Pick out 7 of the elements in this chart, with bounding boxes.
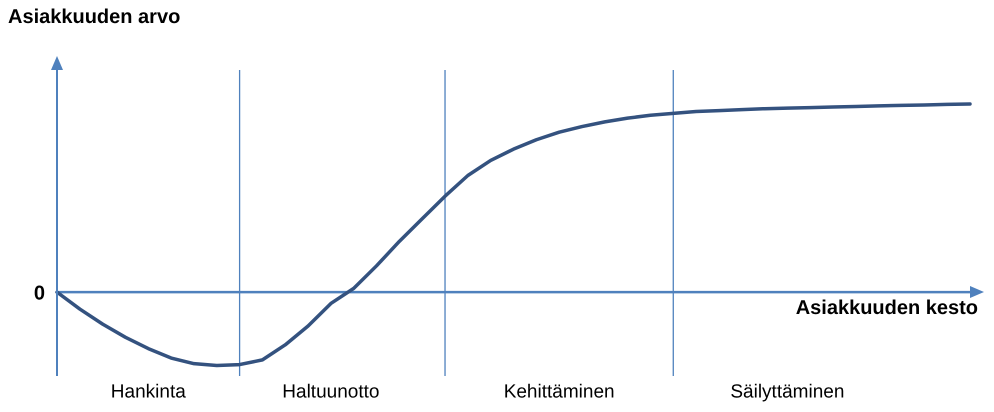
x-tick-label: Säilyttäminen — [730, 381, 844, 402]
x-tick-label: Haltuunotto — [282, 381, 380, 402]
x-tick-label: Hankinta — [110, 381, 186, 402]
ref-line-label: 0 — [34, 282, 45, 304]
x-axis-title: Asiakkuuden kesto — [796, 297, 978, 320]
x-tick-label: Kehittäminen — [504, 381, 615, 402]
y-axis-title: Asiakkuuden arvo — [8, 6, 180, 29]
